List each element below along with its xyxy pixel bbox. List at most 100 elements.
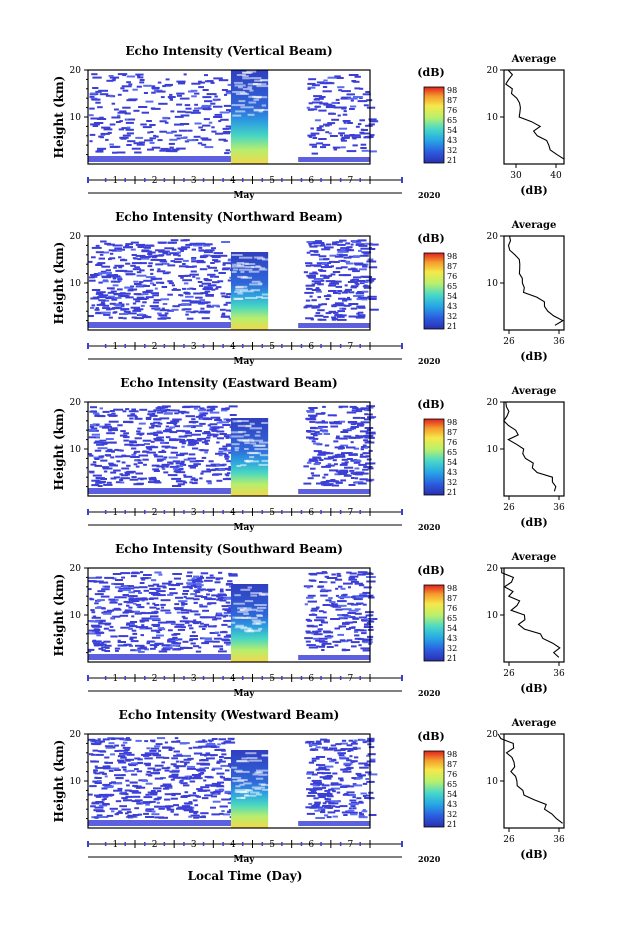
echo-pixel <box>185 107 192 110</box>
echo-pixel <box>211 738 218 740</box>
echo-pixel <box>126 132 134 135</box>
echo-pixel <box>218 571 223 574</box>
echo-pixel <box>203 418 213 421</box>
echo-pixel <box>340 97 349 100</box>
average-profile-line <box>505 69 565 160</box>
echo-pixel <box>341 462 348 465</box>
echo-pixel <box>110 600 117 603</box>
echo-pixel <box>218 254 228 257</box>
echo-pixel <box>368 248 376 250</box>
echo-pixel <box>223 104 234 107</box>
echo-pixel <box>223 303 228 306</box>
echo-gap-pixel <box>257 257 265 260</box>
echo-pixel <box>157 406 161 409</box>
echo-pixel <box>207 284 215 287</box>
echo-pixel <box>331 484 340 487</box>
echo-pixel <box>184 791 189 794</box>
echo-pixel <box>168 142 175 145</box>
echo-pixel <box>199 81 205 84</box>
echo-pixel <box>143 589 149 592</box>
echo-pixel <box>154 571 162 574</box>
echo-pixel <box>102 467 113 470</box>
echo-pixel <box>106 454 112 457</box>
echo-pixel <box>311 145 317 148</box>
echo-pixel <box>121 797 128 800</box>
echo-pixel <box>184 104 191 107</box>
echo-pixel <box>126 623 131 626</box>
echo-pixel <box>112 573 122 575</box>
echo-pixel <box>97 750 105 753</box>
echo-gap-pixel <box>237 779 248 781</box>
echo-pixel <box>94 413 100 416</box>
echo-pixel <box>113 789 123 792</box>
echo-pixel <box>164 769 170 772</box>
echo-gap-pixel <box>237 424 252 427</box>
echo-pixel <box>161 468 166 470</box>
echo-pixel <box>197 587 201 590</box>
echo-pixel <box>333 148 338 151</box>
echo-pixel <box>173 648 180 651</box>
echo-pixel <box>176 611 181 614</box>
echo-pixel <box>153 470 160 472</box>
echo-pixel <box>214 617 222 620</box>
echo-pixel <box>190 642 196 645</box>
echo-pixel <box>347 452 353 455</box>
echo-pixel <box>328 132 332 135</box>
echo-pixel <box>215 260 219 263</box>
echo-pixel <box>317 264 321 267</box>
echo-pixel <box>131 610 140 613</box>
echo-pixel <box>323 457 332 460</box>
echo-pixel <box>146 602 150 605</box>
echo-gap-pixel <box>231 254 243 256</box>
echo-pixel <box>105 94 113 97</box>
echo-pixel <box>173 577 181 580</box>
echo-pixel <box>328 290 337 292</box>
echo-pixel <box>180 611 190 614</box>
echo-pixel <box>150 131 154 133</box>
echo-pixel <box>327 266 333 268</box>
echo-pixel <box>153 453 158 456</box>
echo-pixel <box>349 749 354 752</box>
x-tick-label: 7 <box>348 342 354 352</box>
echo-pixel <box>90 424 96 426</box>
echo-pixel <box>153 299 162 302</box>
echo-gap-pixel <box>256 431 261 434</box>
echo-pixel <box>134 283 142 285</box>
echo-pixel <box>223 612 233 614</box>
echo-pixel <box>123 436 130 439</box>
echo-pixel <box>157 594 166 597</box>
echo-pixel <box>153 618 161 620</box>
echo-pixel <box>141 617 152 620</box>
echo-pixel <box>109 143 114 146</box>
echo-pixel <box>103 627 109 630</box>
echo-pixel <box>359 739 366 741</box>
echo-pixel <box>102 304 110 307</box>
echo-pixel <box>193 463 201 466</box>
echo-pixel <box>217 634 221 637</box>
echo-pixel <box>311 306 318 309</box>
echo-pixel <box>152 583 160 586</box>
echo-gap-pixel <box>248 617 258 620</box>
echo-pixel <box>99 407 103 410</box>
x-tick-label: 3 <box>191 840 197 850</box>
echo-pixel <box>161 648 171 651</box>
echo-pixel <box>206 757 215 760</box>
echo-pixel <box>183 73 187 76</box>
echo-pixel <box>117 111 127 114</box>
echo-pixel <box>211 813 220 816</box>
echo-pixel <box>308 414 318 417</box>
average-frame <box>503 567 565 663</box>
echo-gap-pixel <box>234 290 242 293</box>
echo-pixel <box>352 783 357 786</box>
echo-pixel <box>168 241 177 244</box>
echo-pixel <box>186 287 190 290</box>
echo-pixel <box>169 644 180 647</box>
echo-pixel <box>105 138 109 141</box>
echo-pixel <box>327 795 334 798</box>
echo-pixel <box>113 266 117 269</box>
echo-pixel <box>91 802 99 805</box>
echo-pixel <box>342 113 348 116</box>
echo-pixel <box>173 754 183 757</box>
echo-pixel <box>226 810 231 813</box>
echo-gap-pixel <box>234 84 246 87</box>
